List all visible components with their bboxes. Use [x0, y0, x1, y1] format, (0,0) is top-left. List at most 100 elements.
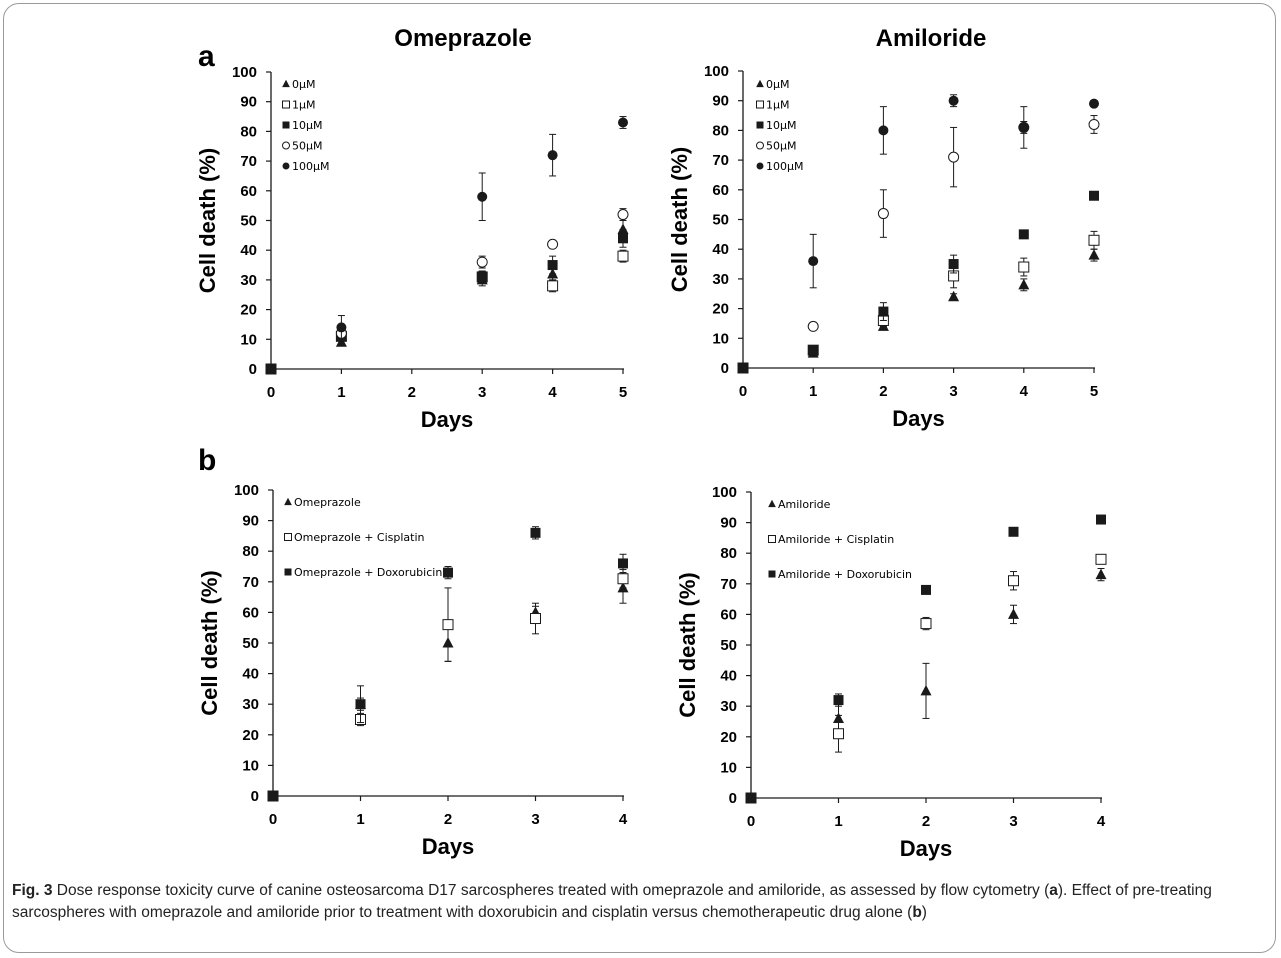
y-tick-label: 60 — [242, 604, 259, 621]
y-tick-label: 90 — [240, 94, 257, 111]
data-point — [477, 271, 488, 282]
x-tick-label: 3 — [1009, 813, 1017, 830]
data-point — [1088, 118, 1100, 130]
series-1 — [267, 569, 629, 802]
x-tick-label: 4 — [1020, 383, 1029, 400]
y-tick-label: 100 — [232, 64, 257, 81]
legend-marker — [756, 162, 764, 170]
legend-marker — [284, 497, 292, 506]
series-4 — [738, 94, 1099, 373]
y-tick-label: 0 — [721, 360, 729, 377]
data-point — [746, 793, 756, 803]
x-tick-label: 0 — [747, 813, 755, 830]
data-point — [1018, 122, 1029, 133]
y-tick-label: 60 — [712, 182, 729, 199]
data-point — [547, 280, 559, 292]
data-point — [530, 527, 541, 538]
data-point — [618, 558, 628, 569]
data-point — [1096, 514, 1106, 525]
data-point — [833, 695, 844, 706]
x-tick-label: 2 — [408, 384, 416, 401]
legend-label: 100µM — [292, 160, 330, 173]
y-tick-label: 30 — [720, 698, 737, 715]
data-point — [443, 567, 453, 578]
y-tick-label: 100 — [704, 63, 729, 80]
series-0 — [745, 568, 1107, 803]
y-tick-label: 70 — [720, 576, 737, 593]
y-tick-label: 100 — [712, 484, 737, 501]
data-point — [920, 684, 932, 696]
data-point — [920, 618, 932, 630]
legend-marker — [282, 79, 290, 88]
y-tick-label: 20 — [720, 729, 737, 746]
caption-fig-label: Fig. 3 — [12, 882, 53, 899]
y-tick-label: 10 — [242, 757, 259, 774]
data-point — [1088, 234, 1100, 246]
y-tick-label: 0 — [729, 790, 737, 807]
legend-marker — [282, 141, 290, 150]
data-point — [921, 584, 931, 595]
data-point — [618, 117, 628, 128]
x-tick-label: 1 — [337, 384, 345, 401]
figure-caption: Fig. 3 Dose response toxicity curve of c… — [12, 880, 1274, 924]
y-tick-label: 40 — [240, 242, 257, 259]
legend-label: 1µM — [766, 99, 790, 112]
series-2 — [268, 526, 628, 801]
legend-label: 50µM — [292, 140, 323, 153]
legend-marker — [768, 570, 776, 578]
data-point — [877, 208, 889, 220]
legend-label: 0µM — [292, 78, 316, 91]
legend-marker — [768, 535, 776, 543]
x-tick-label: 0 — [267, 384, 275, 401]
caption-ref-a: a — [1049, 882, 1058, 899]
y-tick-label: 70 — [712, 152, 729, 169]
y-tick-label: 0 — [251, 788, 259, 805]
legend-label: Omeprazole + Doxorubicin — [294, 566, 442, 579]
legend-label: 10µM — [766, 119, 797, 132]
data-point — [268, 791, 278, 801]
data-point — [617, 573, 629, 585]
data-point — [833, 728, 844, 740]
data-point — [618, 233, 628, 244]
y-tick-label: 10 — [712, 330, 729, 347]
legend-label: 1µM — [292, 99, 316, 112]
x-tick-label: 3 — [531, 811, 539, 828]
y-tick-label: 40 — [242, 666, 259, 683]
y-tick-label: 40 — [712, 241, 729, 258]
legend-label: 0µM — [766, 78, 790, 91]
y-axis-title: Cell death (%) — [675, 572, 700, 717]
y-tick-label: 30 — [712, 271, 729, 288]
y-tick-label: 90 — [242, 513, 259, 530]
y-tick-label: 60 — [720, 606, 737, 623]
x-tick-label: 0 — [269, 811, 277, 828]
y-tick-label: 20 — [240, 302, 257, 319]
legend-marker — [284, 533, 292, 541]
legend: Amiloride Amiloride + Cisplatin Amiloride … — [768, 498, 912, 581]
series-1 — [265, 249, 629, 375]
data-point — [1018, 261, 1030, 273]
data-point — [878, 306, 889, 317]
data-point — [1095, 553, 1107, 565]
data-point — [1018, 278, 1030, 290]
data-point — [808, 256, 819, 267]
legend-marker — [756, 100, 764, 109]
y-tick-label: 90 — [720, 515, 737, 532]
chart-title: Omeprazole — [394, 25, 531, 52]
y-tick-label: 30 — [240, 272, 257, 289]
legend-marker — [756, 121, 764, 129]
y-tick-label: 80 — [240, 123, 257, 140]
y-tick-label: 10 — [240, 331, 257, 348]
data-point — [1088, 249, 1100, 260]
y-tick-label: 70 — [242, 574, 259, 591]
data-point — [1018, 229, 1029, 240]
caption-ref-b: b — [912, 904, 922, 921]
y-tick-label: 20 — [242, 727, 259, 744]
y-axis-title: Cell death (%) — [197, 570, 222, 715]
y-tick-label: 80 — [712, 122, 729, 139]
data-point — [1095, 568, 1107, 580]
y-tick-label: 80 — [720, 545, 737, 562]
y-tick-label: 40 — [720, 668, 737, 685]
x-tick-label: 5 — [619, 384, 627, 401]
legend-marker — [756, 79, 764, 88]
data-point — [617, 223, 629, 234]
